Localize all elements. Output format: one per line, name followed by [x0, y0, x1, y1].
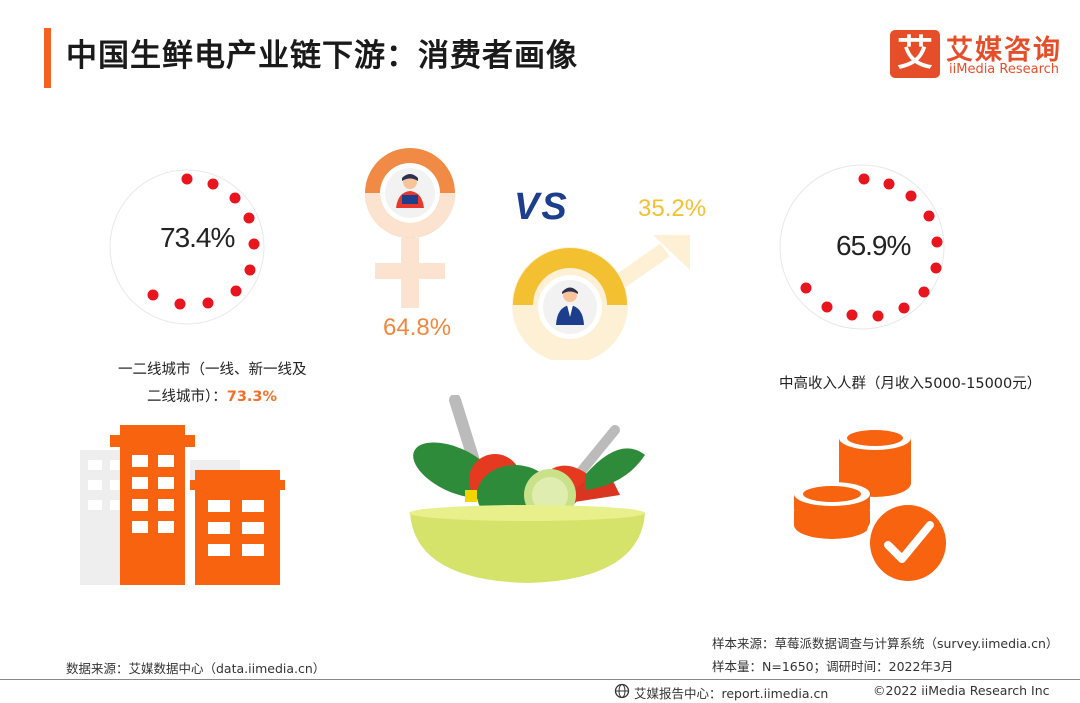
buildings-icon — [80, 425, 285, 585]
vs-label: VS — [514, 186, 569, 228]
city-tier-dots — [147, 173, 260, 310]
report-center-link[interactable]: 艾媒报告中心：report.iimedia.cn — [634, 686, 829, 701]
female-percentage: 64.8% — [383, 314, 452, 341]
income-ring — [779, 164, 945, 330]
city-caption-line1: 一二线城市（一线、新一线及 — [118, 362, 307, 378]
income-caption: 中高收入人群（月收入5000-15000元） — [779, 376, 1042, 392]
city-tier-value: 73.4% — [160, 222, 235, 253]
male-symbol-icon — [512, 235, 690, 360]
male-percentage: 35.2% — [638, 195, 707, 222]
globe-icon — [614, 683, 630, 699]
brand-logo-cn: 艾媒咨询 — [946, 35, 1062, 66]
city-caption-prefix: 二线城市）： — [147, 389, 227, 405]
income-dots — [800, 173, 943, 322]
city-caption-value: 73.3% — [226, 389, 278, 405]
copyright: ©2022 iiMedia Research Inc — [873, 683, 1050, 698]
city-tier-ring — [109, 169, 265, 325]
coins-check-icon — [794, 426, 951, 586]
data-source: 数据来源：艾媒数据中心（data.iimedia.cn） — [66, 661, 326, 676]
female-symbol-icon — [365, 148, 455, 308]
page-title: 中国生鲜电产业链下游：消费者画像 — [66, 38, 578, 74]
sample-source: 样本来源：草莓派数据调查与计算系统（survey.iimedia.cn） — [712, 636, 1059, 651]
sample-size: 样本量：N=1650；调研时间：2022年3月 — [712, 659, 954, 674]
salad-bowl-icon — [409, 395, 645, 583]
income-value: 65.9% — [836, 230, 911, 261]
footer-divider — [0, 679, 1080, 680]
brand-logo-en: iiMedia Research — [949, 62, 1060, 77]
brand-logo-mark: 艾 — [890, 30, 940, 78]
city-caption-line2: 二线城市）：73.3% — [147, 385, 277, 406]
title-accent-bar — [44, 28, 51, 88]
